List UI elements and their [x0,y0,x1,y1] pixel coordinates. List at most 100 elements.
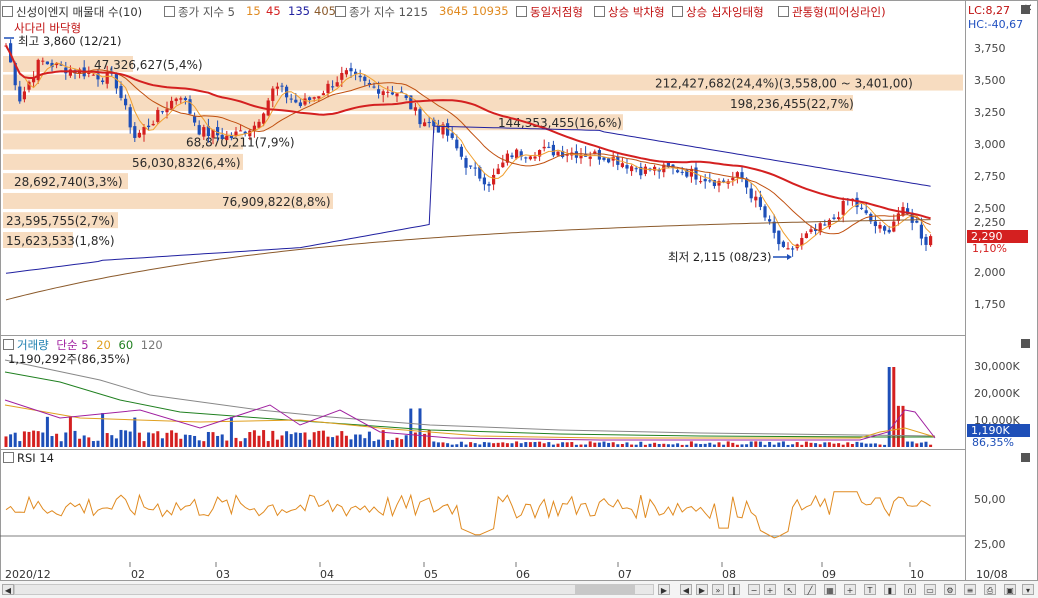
candle-body [625,165,629,169]
pause-icon[interactable]: ‖ [728,584,740,595]
candle-body [547,146,551,148]
checkbox-icon[interactable] [516,6,527,17]
candle-body [381,91,385,96]
save-icon[interactable]: ▣ [1004,584,1016,595]
volume-bar [510,443,514,447]
checkbox-icon[interactable] [335,6,346,17]
volume-bar [312,432,316,447]
volume-bar [294,432,298,447]
volume-bar [487,442,491,447]
play-icon[interactable]: ▶ [696,584,708,595]
volume-bar [243,438,247,447]
candle-body [712,180,716,187]
candle-body [809,229,813,232]
x-tick: 2020/12 [5,568,51,581]
volume-bar [501,442,505,447]
checkbox-icon[interactable] [2,6,13,17]
pattern-3[interactable]: 상승 십자잉태형 [672,4,764,20]
volume-bar [634,444,638,447]
candle-body [36,59,40,81]
zoom-in-icon[interactable]: + [764,584,776,595]
list-icon[interactable]: ≡ [964,584,976,595]
volume-bar [234,437,238,447]
candle-body [344,70,348,75]
grid-icon[interactable]: ▦ [824,584,836,595]
volume-bar [101,413,105,447]
chart-canvas[interactable]: 47,326,627(5,4%) 212,427,682(24,4%)(3,558… [0,0,965,580]
text-tool-icon[interactable]: T [864,584,876,595]
ma2-legend[interactable]: 종가 지수 1215 [335,4,428,20]
volume-bar [892,367,896,447]
crosshair-icon[interactable]: + [844,584,856,595]
volume-bar [257,435,261,447]
checkbox-icon[interactable] [672,6,683,17]
chart-type-icon[interactable]: ▮ [884,584,896,595]
panel-handle-icon[interactable] [1021,453,1030,462]
cursor-icon[interactable]: ↖ [784,584,796,595]
volume-bar [22,431,26,447]
x-tick: 05 [424,568,438,581]
print-icon[interactable]: ⎙ [984,584,996,595]
volume-bar [896,405,900,447]
volume-last: 1,190,292주(86,35%) [8,352,130,366]
volume-bar [809,442,813,447]
candle-body [579,154,583,159]
candle-body [331,86,335,88]
settings-icon[interactable]: ⚙ [944,584,956,595]
candle-body [349,68,353,72]
x-tick: 02 [131,568,145,581]
candle-body [174,98,178,102]
pattern-2[interactable]: 상승 박차형 [594,4,665,20]
volume-bar [114,438,118,447]
scroll-right-icon[interactable]: ▶ [658,584,670,595]
current-pct: 1,10% [972,242,1007,255]
candle-body [505,153,509,163]
candle-body [906,208,910,214]
volume-bar [340,431,344,447]
volume-bar [68,416,72,447]
menu-icon[interactable]: ▾ [1022,584,1034,595]
volume-bar [818,444,822,447]
candle-body [487,183,491,186]
volume-bar [901,405,905,447]
checkbox-icon[interactable] [164,6,175,17]
volume-bar [841,444,845,447]
volume-bar [436,442,440,447]
eraser-icon[interactable]: ▭ [924,584,936,595]
zoom-out-icon[interactable]: − [748,584,760,595]
volume-bar [363,438,367,447]
candle-body [800,237,804,246]
checkbox-icon[interactable] [778,6,789,17]
scroll-left-icon[interactable]: ◀ [2,584,14,595]
fast-forward-icon[interactable]: » [712,584,724,595]
panel-handle-icon[interactable] [1021,339,1030,348]
step-back-icon[interactable]: ◀ [680,584,692,595]
candle-body [896,213,900,221]
volume-bar [262,430,266,447]
checkbox-icon[interactable] [3,339,14,350]
scale-handle-icon[interactable] [1021,5,1030,14]
horizontal-scrollbar[interactable] [14,584,654,595]
magnet-icon[interactable]: ∩ [904,584,916,595]
volume-bar [459,441,463,447]
volume-bar [496,442,500,447]
checkbox-icon[interactable] [3,452,14,463]
volume-bar [229,417,233,447]
volume-current-tag: 1,190K [967,424,1030,437]
pattern-1[interactable]: 동일저점형 [516,4,583,20]
candle-body [68,69,72,76]
ma-legend[interactable]: 종가 지수 5 [164,4,235,20]
candle-body [722,180,726,182]
candle-body [101,80,105,83]
checkbox-icon[interactable] [594,6,605,17]
volume-bar [4,436,8,447]
pattern-4[interactable]: 관통형(피어싱라인) [778,4,886,20]
candle-body [781,241,785,247]
line-tool-icon[interactable]: ╱ [804,584,816,595]
indicator-title[interactable]: 신성이엔지 매물대 수(10) [2,4,142,20]
volume-bar [768,441,772,447]
volume-bar [473,443,477,447]
scroll-thumb[interactable] [575,585,635,594]
rsi-title: RSI 14 [17,451,54,465]
volume-bar [689,441,693,447]
